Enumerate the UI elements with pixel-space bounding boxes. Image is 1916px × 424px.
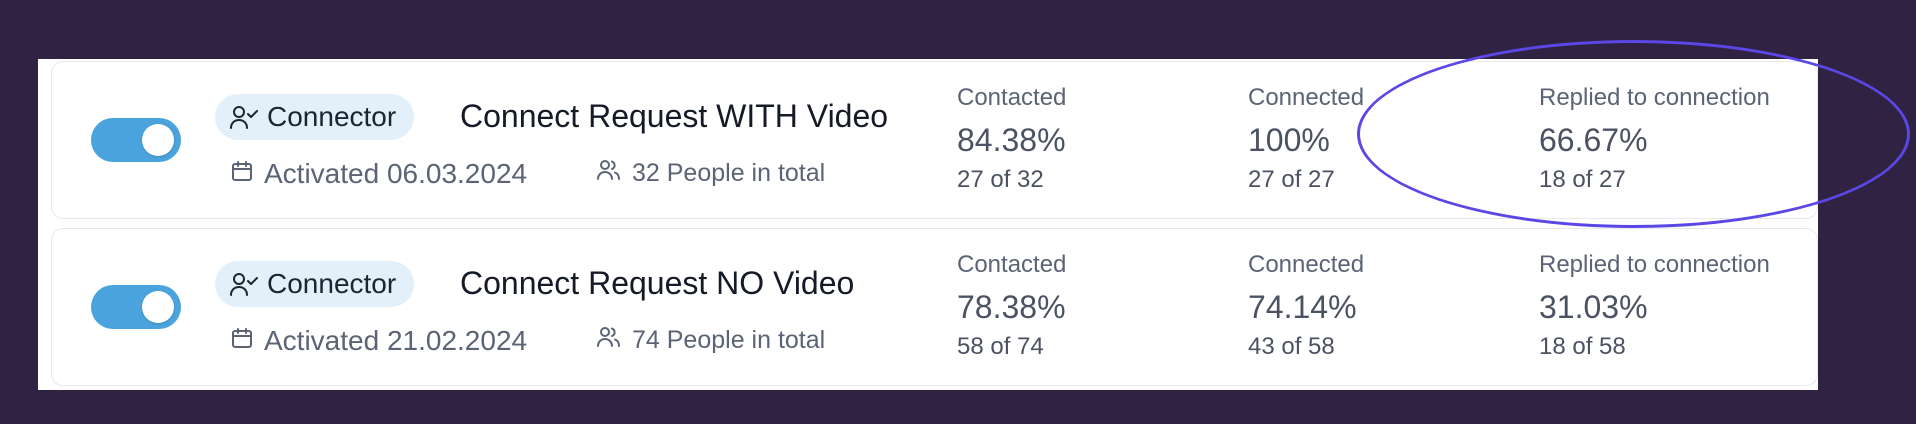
- campaign-title[interactable]: Connect Request NO Video: [460, 265, 855, 301]
- stat-contacted: Contacted 84.38% 27 of 32: [957, 84, 1066, 194]
- stat-label: Contacted: [957, 251, 1067, 278]
- campaign-type-badge: Connector: [215, 94, 415, 140]
- stat-count: 18 of 27: [1539, 166, 1626, 193]
- people-count: 32 People in total: [596, 158, 825, 189]
- stat-count: 27 of 27: [1248, 166, 1335, 193]
- stat-connected: Connected 100% 27 of 27: [1248, 84, 1364, 194]
- stat-percent: 78.38%: [957, 289, 1066, 325]
- stat-replied: Replied to connection 66.67% 18 of 27: [1539, 84, 1770, 194]
- stat-percent: 74.14%: [1248, 289, 1357, 325]
- people-icon: [596, 325, 622, 356]
- calendar-icon: [230, 158, 254, 190]
- people-text: 32 People in total: [632, 159, 826, 187]
- stat-percent: 84.38%: [957, 122, 1066, 158]
- campaign-toggle[interactable]: [91, 118, 181, 162]
- campaign-list: Connector Connect Request WITH Video Act…: [38, 59, 1818, 390]
- people-icon: [596, 158, 622, 189]
- campaign-type-label: Connector: [267, 101, 397, 132]
- campaign-card[interactable]: Connector Connect Request WITH Video Act…: [51, 61, 1818, 219]
- stat-percent: 66.67%: [1539, 122, 1648, 158]
- activated-date: Activated 06.03.2024: [230, 158, 527, 190]
- stat-connected: Connected 74.14% 43 of 58: [1248, 251, 1364, 361]
- stat-percent: 31.03%: [1539, 289, 1648, 325]
- user-check-icon: [229, 271, 259, 297]
- stat-label: Connected: [1248, 251, 1365, 278]
- people-count: 74 People in total: [596, 325, 825, 356]
- calendar-icon: [230, 325, 254, 357]
- stat-count: 43 of 58: [1248, 333, 1335, 360]
- stat-count: 58 of 74: [957, 333, 1044, 360]
- activated-text: Activated 06.03.2024: [264, 158, 528, 189]
- activated-date: Activated 21.02.2024: [230, 325, 527, 357]
- stat-percent: 100%: [1248, 122, 1330, 158]
- stat-label: Replied to connection: [1539, 84, 1770, 111]
- stat-label: Contacted: [957, 84, 1067, 111]
- activated-text: Activated 21.02.2024: [264, 325, 528, 356]
- user-check-icon: [229, 104, 259, 130]
- campaign-card[interactable]: Connector Connect Request NO Video Activ…: [51, 228, 1818, 386]
- campaign-title[interactable]: Connect Request WITH Video: [460, 98, 889, 134]
- toggle-knob: [142, 124, 174, 156]
- stat-contacted: Contacted 78.38% 58 of 74: [957, 251, 1066, 361]
- campaign-type-badge: Connector: [215, 261, 415, 307]
- stat-count: 18 of 58: [1539, 333, 1626, 360]
- stat-label: Replied to connection: [1539, 251, 1770, 278]
- people-text: 74 People in total: [632, 326, 826, 354]
- campaign-type-label: Connector: [267, 268, 397, 299]
- stat-count: 27 of 32: [957, 166, 1044, 193]
- toggle-knob: [142, 291, 174, 323]
- stat-label: Connected: [1248, 84, 1365, 111]
- stat-replied: Replied to connection 31.03% 18 of 58: [1539, 251, 1770, 361]
- campaign-toggle[interactable]: [91, 285, 181, 329]
